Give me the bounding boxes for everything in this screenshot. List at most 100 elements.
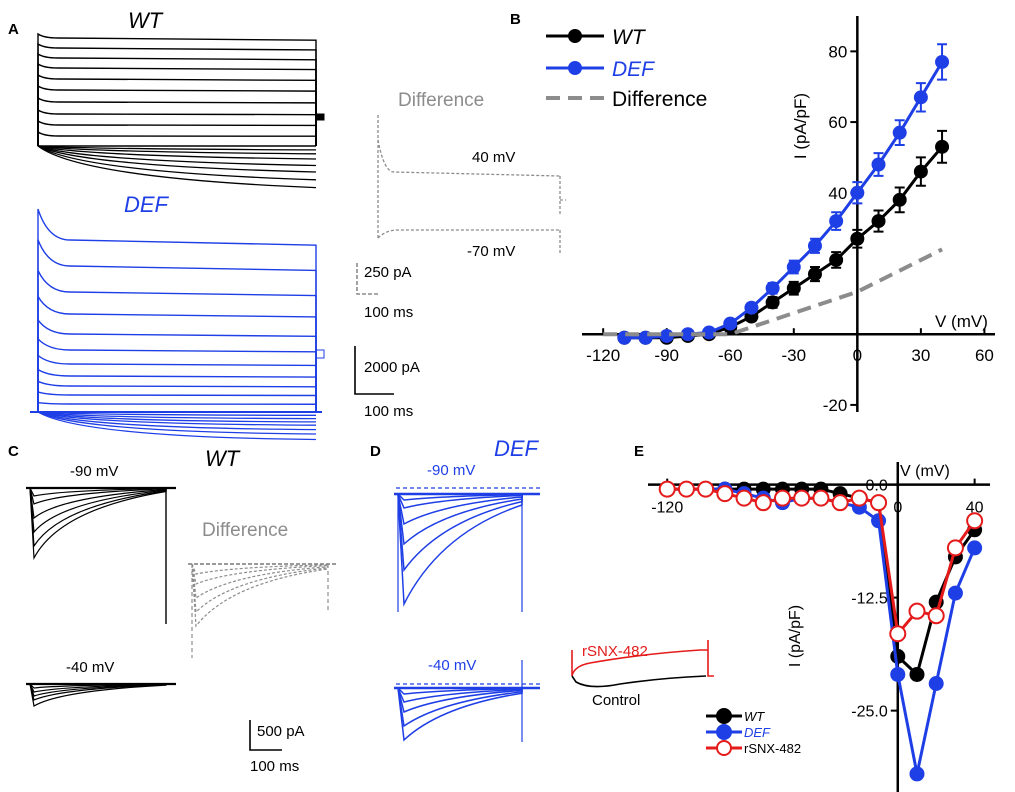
y-tick-label: -20 xyxy=(823,396,848,415)
current-trace xyxy=(397,687,523,703)
current-trace xyxy=(191,564,329,658)
data-point-def xyxy=(909,766,925,782)
panel-c-letter: C xyxy=(8,443,19,460)
panel-d-inset-traces xyxy=(571,640,714,688)
current-trace xyxy=(397,687,523,714)
current-trace xyxy=(37,62,317,146)
current-trace xyxy=(37,411,317,441)
data-point-rsnx-482 xyxy=(831,494,849,512)
current-trace xyxy=(37,208,317,412)
x-tick-label: 40 xyxy=(966,500,984,517)
current-trace xyxy=(37,317,317,412)
legend-label: WT xyxy=(612,26,647,49)
current-trace xyxy=(37,411,317,426)
data-point-rsnx-482 xyxy=(697,480,715,498)
data-point-rsnx-482 xyxy=(793,489,811,507)
panel-d-inset-drug-label: rSNX-482 xyxy=(582,643,648,660)
data-point-def xyxy=(807,238,822,253)
x-tick-label: 30 xyxy=(911,346,930,365)
panel-a-def-title: DEF xyxy=(124,192,170,217)
x-tick-label: -90 xyxy=(654,346,679,365)
panel-a-diff-title: Difference xyxy=(398,90,484,111)
data-point-rsnx-482 xyxy=(754,494,772,512)
data-point-wt xyxy=(829,252,844,267)
data-point-def xyxy=(913,90,928,105)
data-point-wt xyxy=(935,139,950,154)
x-tick-label: -30 xyxy=(782,346,807,365)
legend-marker xyxy=(716,740,732,756)
current-trace xyxy=(191,563,329,628)
current-trace xyxy=(37,145,317,173)
y-tick-label: -25.0 xyxy=(851,704,888,721)
current-trace xyxy=(37,96,317,146)
panel-d-traces-40 xyxy=(394,660,540,742)
current-trace xyxy=(397,687,523,742)
current-trace xyxy=(37,411,317,423)
x-axis-label: V (mV) xyxy=(935,312,988,331)
x-tick-label: -120 xyxy=(651,500,683,517)
panel-c-diff-traces xyxy=(188,563,336,658)
panel-c-title: WT xyxy=(205,446,241,471)
data-point-def xyxy=(892,125,907,140)
current-trace xyxy=(37,119,317,146)
panel-a-diff-traces xyxy=(377,115,566,255)
data-point-def xyxy=(702,325,717,340)
x-axis-label: V (mV) xyxy=(900,463,950,480)
legend-label: rSNX-482 xyxy=(744,741,801,756)
current-trace xyxy=(37,390,317,412)
legend-entry-difference: Difference xyxy=(546,88,707,111)
panel-a-wt-traces xyxy=(37,32,325,189)
current-trace xyxy=(29,487,167,520)
panel-d-inset-control-label: Control xyxy=(592,692,640,709)
current-trace xyxy=(29,683,167,707)
current-trace xyxy=(29,487,167,548)
legend-entry-rsnx-482: rSNX-482 xyxy=(706,740,801,756)
data-point-def xyxy=(786,260,801,275)
series-line-rsnx-482 xyxy=(667,487,976,638)
panel-a-diff-scale-amp: 250 pA xyxy=(364,264,412,281)
panel-c-v1: -90 mV xyxy=(70,463,118,480)
current-trace xyxy=(37,130,317,146)
data-point-rsnx-482 xyxy=(812,489,830,507)
data-point-rsnx-482 xyxy=(889,625,907,643)
current-trace xyxy=(316,113,325,121)
panel-c-scale-time: 100 ms xyxy=(250,758,299,775)
current-trace xyxy=(191,563,329,614)
data-point-def xyxy=(967,540,983,556)
data-point-wt xyxy=(786,281,801,296)
y-tick-label: 40 xyxy=(828,184,847,203)
legend-marker xyxy=(568,29,582,43)
legend-entry-def: DEF xyxy=(706,724,771,740)
panel-a-diff-scalebar xyxy=(356,263,378,295)
panel-e-iv-chart: -120 0 40 0.0 -12.5 -25.0 V (mV) I (pA/pF) WTDEF… xyxy=(648,462,990,792)
y-axis-label: I (pA/pF) xyxy=(787,605,804,667)
data-point-def xyxy=(871,513,887,529)
x-tick-label: 0 xyxy=(893,500,902,517)
data-point-rsnx-482 xyxy=(908,602,926,620)
data-point-rsnx-482 xyxy=(927,607,945,625)
data-point-wt xyxy=(890,648,906,664)
y-tick-label: 80 xyxy=(828,42,847,61)
data-point-rsnx-482 xyxy=(966,512,984,530)
data-point-wt xyxy=(909,666,925,682)
legend-marker xyxy=(568,61,582,75)
x-tick-label: 60 xyxy=(975,346,994,365)
data-point-def xyxy=(680,327,695,342)
panel-b-letter: B xyxy=(510,11,521,28)
current-trace xyxy=(37,380,317,412)
data-point-def xyxy=(935,54,950,69)
panel-d-v2: -40 mV xyxy=(428,657,476,674)
data-point-def xyxy=(744,300,759,315)
current-trace xyxy=(397,493,523,573)
current-trace xyxy=(37,411,317,420)
legend-entry-wt: WT xyxy=(706,708,765,724)
current-trace xyxy=(315,349,325,359)
data-point-wt xyxy=(913,164,928,179)
current-trace xyxy=(37,401,317,412)
data-point-wt xyxy=(850,231,865,246)
panel-a-wt-title: WT xyxy=(128,8,164,33)
series-line-wt xyxy=(624,145,944,340)
current-trace xyxy=(191,563,329,585)
panel-a-scale-amp: 2000 pA xyxy=(364,359,420,376)
